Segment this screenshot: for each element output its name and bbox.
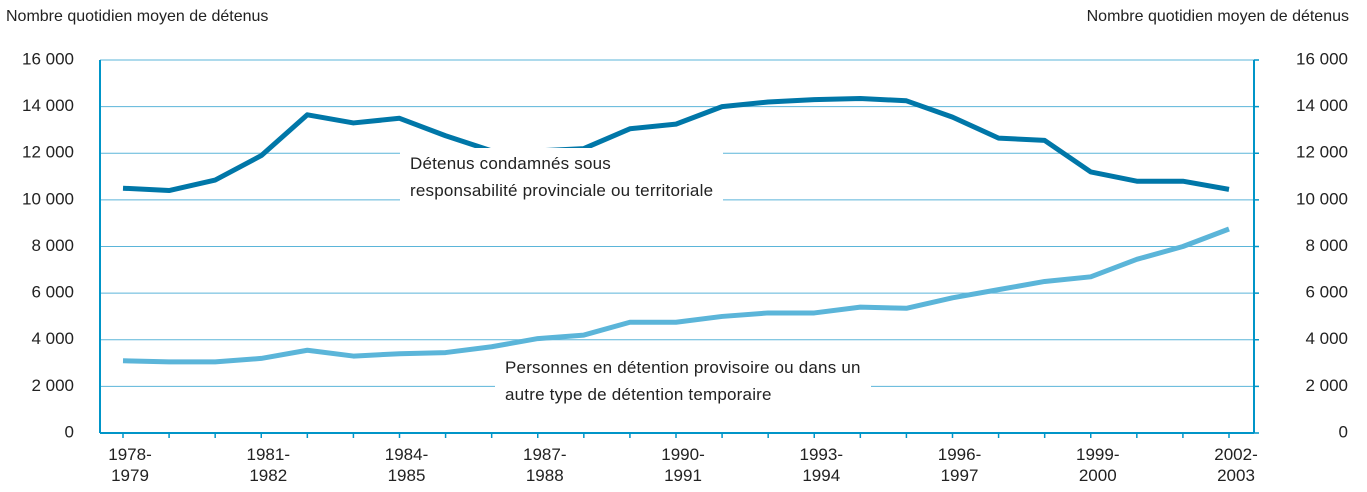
y2-tick-label: 2 000 — [1305, 376, 1348, 395]
y-tick-label: 16 000 — [22, 49, 74, 68]
x-tick-label: 1990- 1991 — [661, 445, 705, 485]
y2-tick-label: 12 000 — [1296, 143, 1348, 162]
y2-tick-label: 4 000 — [1305, 329, 1348, 348]
y-tick-label: 4 000 — [31, 329, 74, 348]
x-tick-label: 1981- 1982 — [246, 445, 290, 485]
y-tick-label: 14 000 — [22, 96, 74, 115]
x-tick-label: 1996- 1997 — [937, 445, 982, 485]
series-line — [122, 226, 1230, 365]
x-tick-label: 2002- 2003 — [1214, 445, 1258, 485]
x-tick-label: 1984- 1985 — [384, 445, 429, 485]
x-tick-label: 1999- 2000 — [1076, 445, 1120, 485]
series-annotation: Détenus condamnés sous responsabilité pr… — [400, 148, 724, 206]
y-tick-label: 2 000 — [31, 376, 74, 395]
y2-tick-label: 8 000 — [1305, 236, 1348, 255]
y-axis-label: Nombre quotidien moyen de détenus — [6, 8, 269, 25]
y-tick-label: 8 000 — [31, 236, 74, 255]
y-tick-label: 12 000 — [22, 143, 74, 162]
y-tick-label: 10 000 — [22, 189, 74, 208]
y-tick-label: 0 — [65, 422, 74, 441]
y2-axis-label: Nombre quotidien moyen de détenus — [1086, 8, 1349, 25]
y2-tick-label: 6 000 — [1305, 283, 1348, 302]
y2-tick-label: 14 000 — [1296, 96, 1348, 115]
y-tick-label: 6 000 — [31, 283, 74, 302]
series-annotation: Personnes en détention provisoire ou dan… — [495, 352, 871, 410]
x-tick-label: 1993- 1994 — [799, 445, 843, 485]
y2-tick-label: 0 — [1339, 422, 1348, 441]
y2-tick-label: 16 000 — [1296, 49, 1348, 68]
y2-tick-label: 10 000 — [1296, 189, 1348, 208]
x-tick-label: 1987- 1988 — [523, 445, 567, 485]
series-line — [122, 95, 1230, 194]
x-tick-label: 1978- 1979 — [108, 445, 152, 485]
